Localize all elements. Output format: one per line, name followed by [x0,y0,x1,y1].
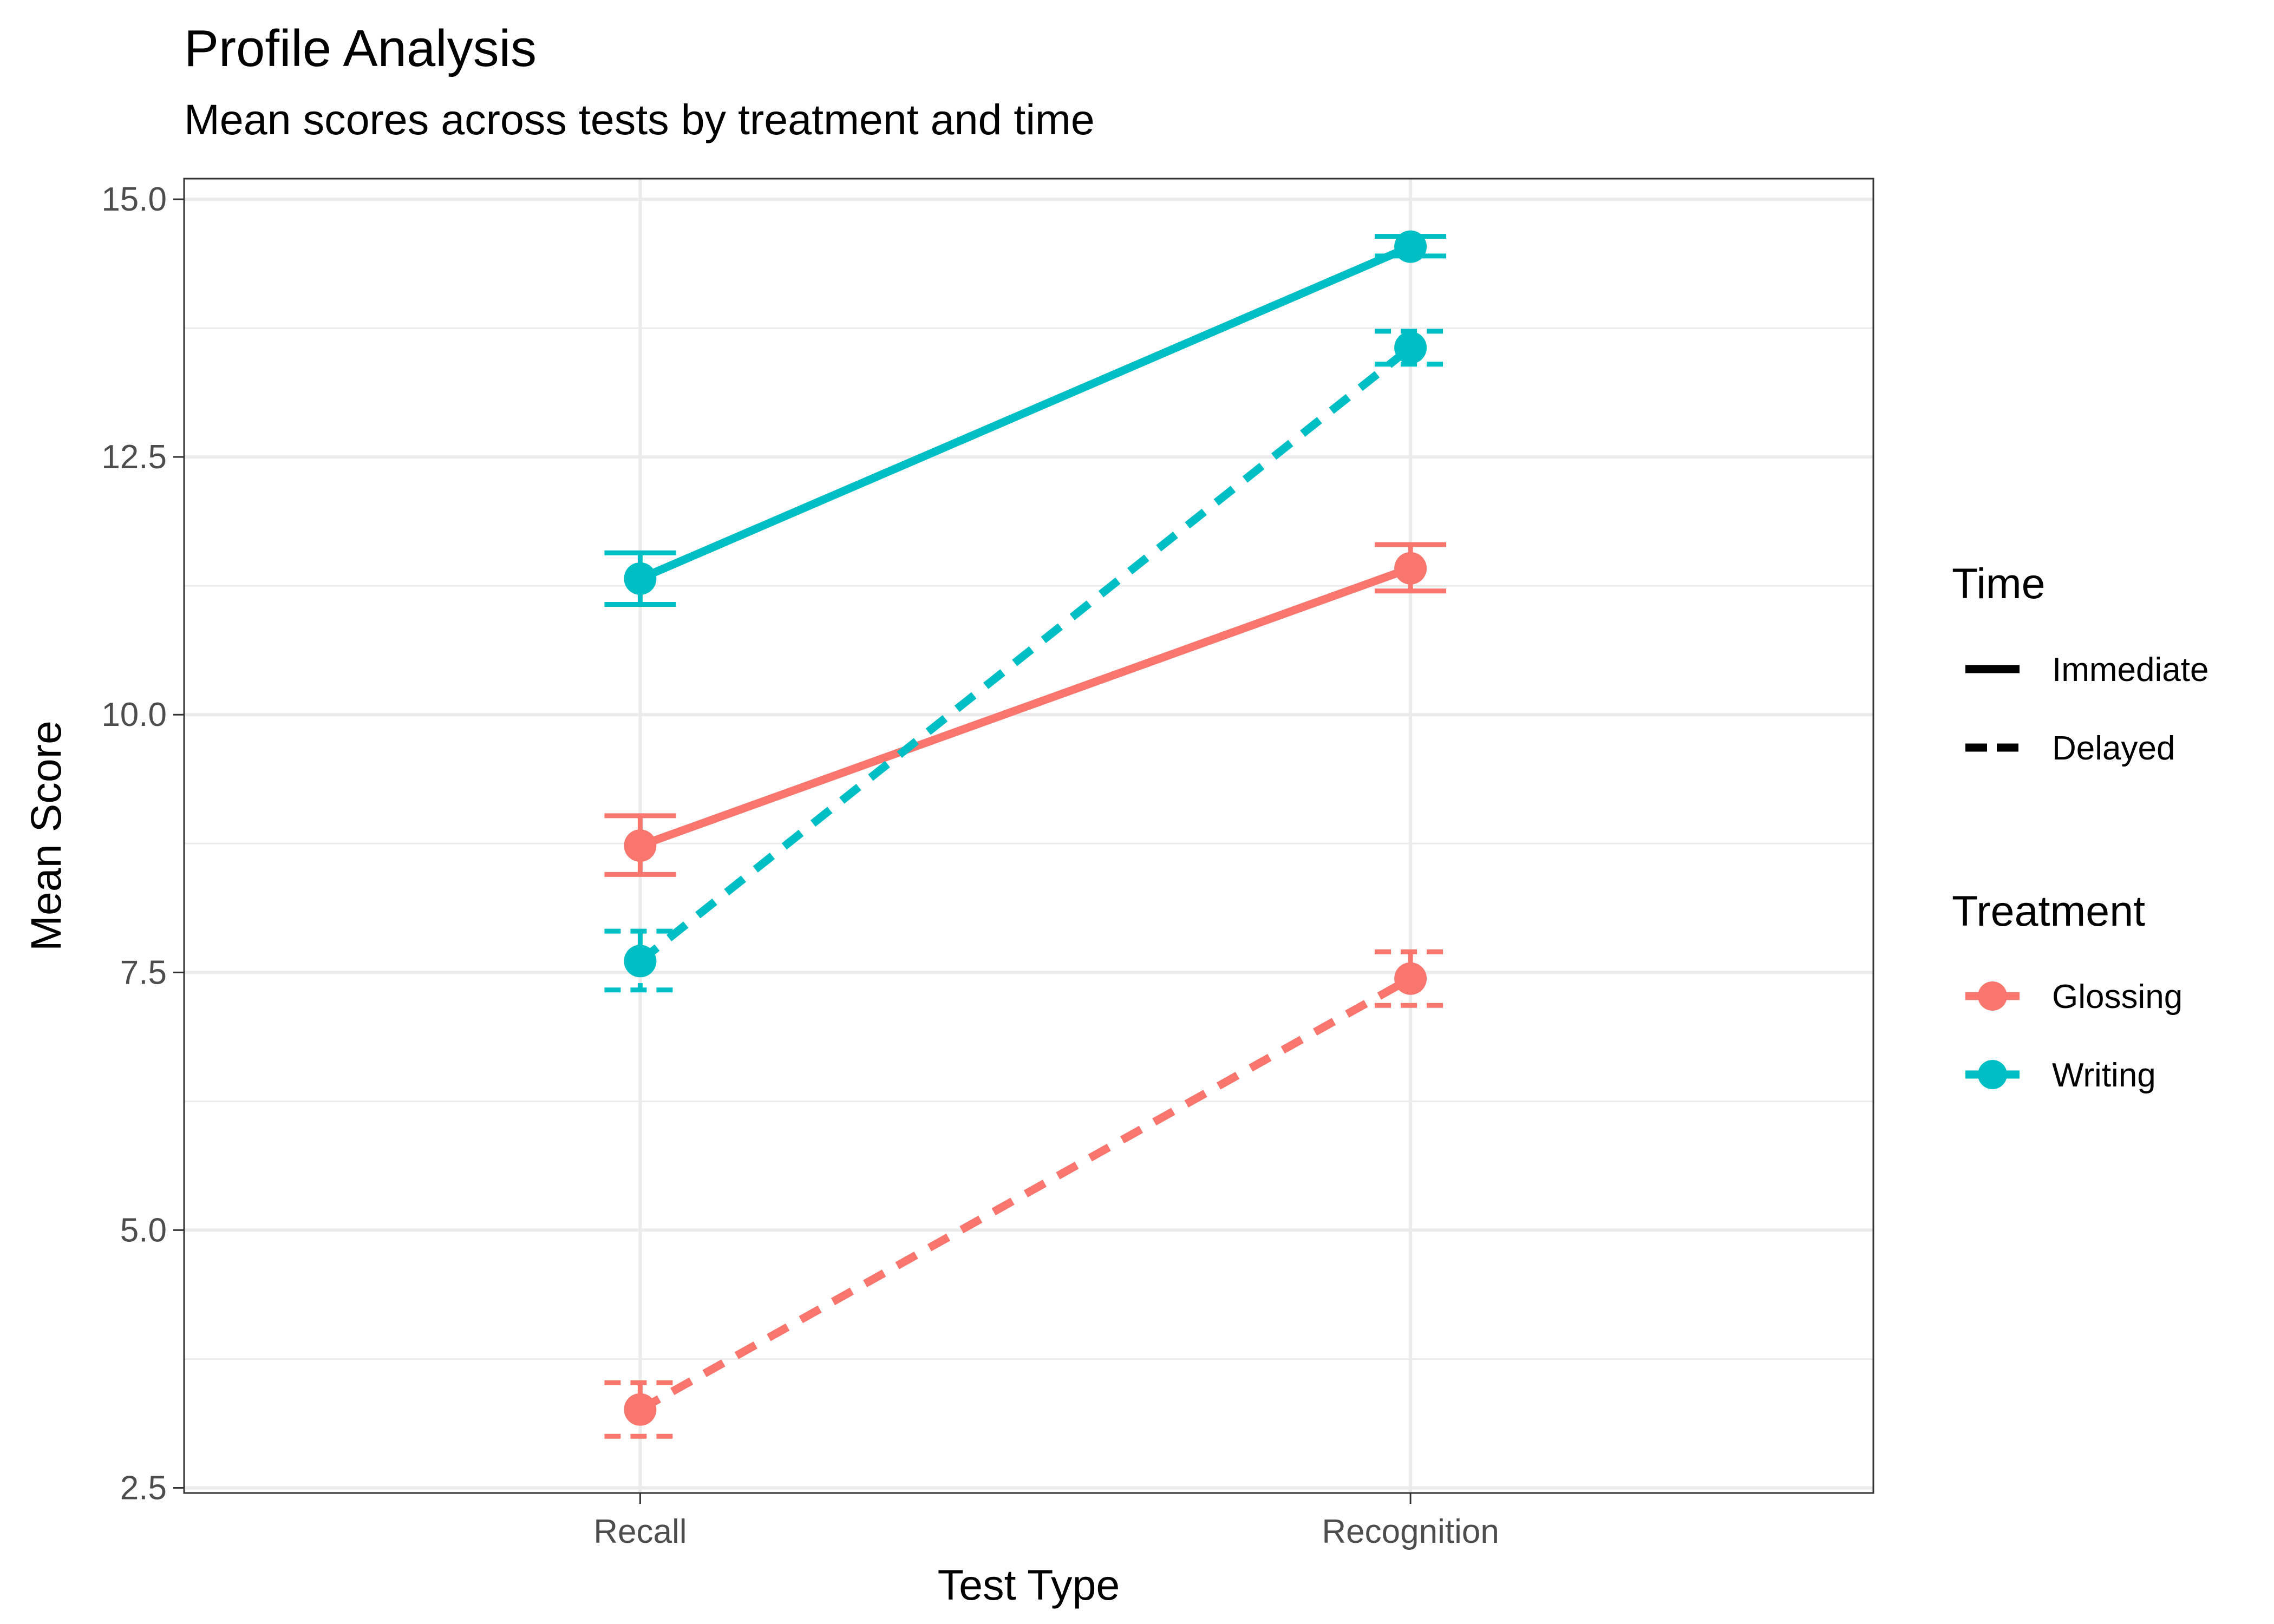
y-tick-label: 15.0 [101,181,167,218]
x-axis-title: Test Type [938,1561,1120,1609]
y-tick-label: 12.5 [101,438,167,476]
y-tick-label: 2.5 [120,1469,167,1507]
y-axis-title: Mean Score [22,721,70,951]
legend-label-delayed: Delayed [2052,730,2175,767]
error-bars [604,234,1447,1439]
y-tick-label: 7.5 [120,954,167,991]
y-tick-label: 5.0 [120,1212,167,1249]
legend-label-immediate: Immediate [2052,651,2208,689]
minor-gridlines [184,327,1873,1360]
series-line-glossing-immediate [638,564,1412,850]
y-axis-ticks: 2.5 5.0 7.5 10.0 12.5 15.0 [101,181,184,1507]
series-line-writing-delayed [637,344,1413,965]
chart-title: Profile Analysis [184,19,537,77]
data-point-writing-immediate [1394,230,1427,263]
legend-key-glossing-point [1978,981,2007,1011]
data-point-writing-delayed [1394,331,1427,364]
legend-time-title: Time [1952,559,2046,607]
data-point-writing-delayed [624,945,657,978]
data-point-glossing-immediate [624,829,657,862]
series-line-writing-immediate [638,243,1413,582]
y-tick-label: 10.0 [101,696,167,734]
data-point-glossing-delayed [624,1393,657,1426]
chart-subtitle: Mean scores across tests by treatment an… [184,95,1095,143]
data-points [624,230,1427,1426]
legend-key-writing-point [1978,1060,2007,1089]
plot-panel-background [184,179,1873,1493]
plot-panel-border [183,178,1874,1494]
x-tick-label: Recognition [1322,1513,1499,1550]
x-tick-label: Recall [593,1513,687,1550]
major-gridlines [184,179,1873,1493]
data-point-glossing-delayed [1394,962,1427,995]
data-point-glossing-immediate [1394,552,1427,585]
x-axis-ticks: Recall Recognition [593,1493,1499,1550]
legend-treatment-title: Treatment [1952,887,2145,935]
series-lines [637,243,1413,1413]
legend-time: Time Immediate Delayed [1952,559,2208,767]
legend-treatment: Treatment Glossing Writing [1952,887,2182,1094]
data-point-writing-immediate [624,562,657,595]
legend-label-glossing: Glossing [2052,978,2182,1016]
legend-label-writing: Writing [2052,1057,2156,1094]
